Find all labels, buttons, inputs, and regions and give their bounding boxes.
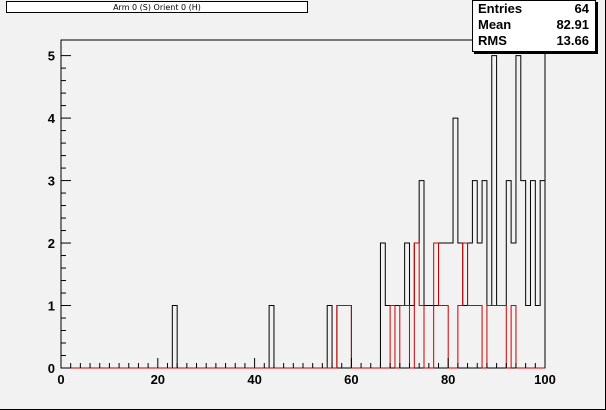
stats-value: 82.91 <box>556 17 589 32</box>
x-tick-label: 0 <box>57 372 64 387</box>
stats-value: 13.66 <box>556 33 589 48</box>
stats-box: Entries 64 Mean 82.91 RMS 13.66 <box>472 0 596 52</box>
stats-label: RMS <box>478 33 507 48</box>
x-tick-label: 20 <box>151 372 165 387</box>
y-tick-label: 1 <box>48 299 55 314</box>
y-tick-label: 0 <box>48 361 55 376</box>
x-tick-label: 60 <box>344 372 358 387</box>
stats-value: 64 <box>574 1 589 16</box>
y-tick-label: 4 <box>48 111 56 126</box>
stats-label: Entries <box>478 1 523 16</box>
histogram-series-1 <box>61 242 545 369</box>
chart-title: Arm 0 (S) Orient 0 (H) <box>6 1 308 13</box>
x-tick-label: 100 <box>534 372 556 387</box>
histogram-series-0 <box>61 55 546 369</box>
x-tick-label: 80 <box>441 372 455 387</box>
y-tick-label: 3 <box>48 174 55 189</box>
y-tick-label: 2 <box>48 236 55 251</box>
x-tick-label: 40 <box>247 372 261 387</box>
stats-label: Mean <box>478 17 512 32</box>
y-tick-label: 5 <box>48 49 55 64</box>
stats-row-mean: Mean 82.91 <box>473 17 595 33</box>
stats-row-entries: Entries 64 <box>473 1 595 17</box>
stats-row-rms: RMS 13.66 <box>473 33 595 49</box>
